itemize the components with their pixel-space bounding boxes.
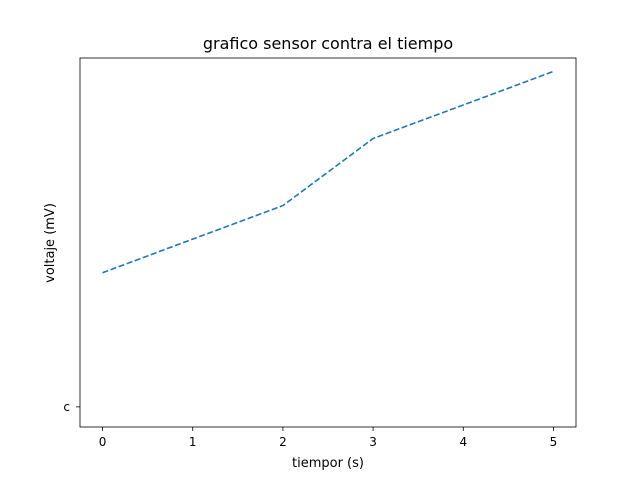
x-tick-label: 1	[189, 435, 197, 449]
y-tick-label: c	[63, 400, 70, 414]
series-line-sensor	[102, 70, 554, 274]
y-axis-ticks: c	[63, 400, 80, 414]
plot-area	[79, 57, 577, 428]
x-tick-label: 4	[459, 435, 467, 449]
x-axis-ticks: 0 1 2 3 4 5	[99, 427, 558, 449]
chart-title: grafico sensor contra el tiempo	[203, 34, 453, 53]
x-tick-label: 5	[550, 435, 558, 449]
x-axis-label: tiempor (s)	[292, 456, 364, 471]
series-layer	[102, 70, 554, 274]
x-tick-label: 2	[279, 435, 287, 449]
y-axis-label: voltaje (mV)	[43, 203, 58, 283]
x-tick-label: 0	[99, 435, 107, 449]
x-tick-label: 3	[369, 435, 377, 449]
